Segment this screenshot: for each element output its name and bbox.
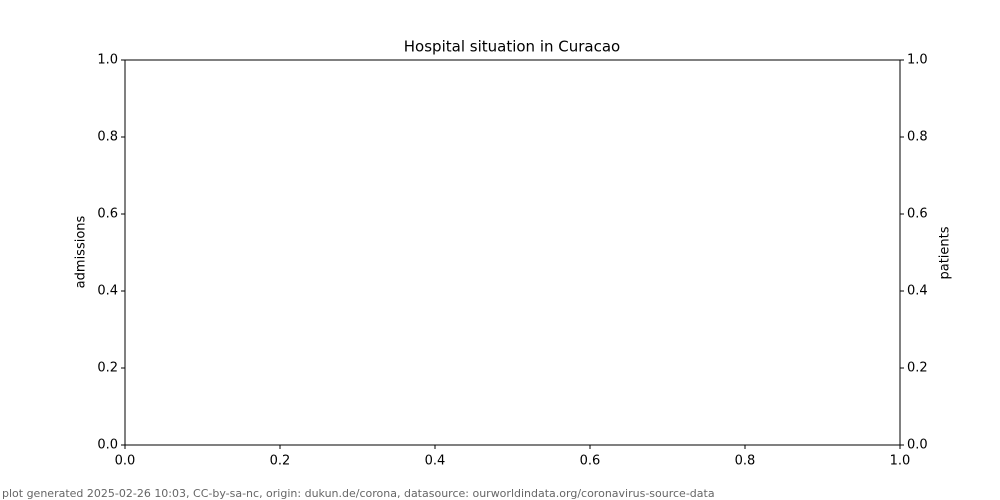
x-tick-label: 0.4 (425, 454, 446, 469)
y-tick-label: 0.8 (97, 130, 118, 145)
y2-tick-label: 0.6 (907, 207, 928, 222)
y-tick-label: 0.2 (97, 361, 118, 376)
y2-tick-label: 1.0 (907, 53, 928, 68)
y2-tick-label: 0.2 (907, 361, 928, 376)
y2-axis-label: patients (938, 226, 953, 279)
y-axis-label: admissions (74, 215, 89, 288)
x-tick-label: 1.0 (890, 454, 911, 469)
chart-title: Hospital situation in Curacao (404, 38, 620, 56)
y2-tick-label: 0.4 (907, 284, 928, 299)
x-tick-label: 0.8 (735, 454, 756, 469)
x-tick-label: 0.0 (115, 454, 136, 469)
x-tick-label: 0.2 (270, 454, 291, 469)
y-tick-label: 1.0 (97, 53, 118, 68)
y2-tick-label: 0.0 (907, 438, 928, 453)
y-tick-label: 0.4 (97, 284, 118, 299)
y-tick-label: 0.0 (97, 438, 118, 453)
x-tick-label: 0.6 (580, 454, 601, 469)
footer-note: plot generated 2025-02-26 10:03, CC-by-s… (2, 487, 715, 500)
plot-frame (124, 59, 901, 446)
y-tick-label: 0.6 (97, 207, 118, 222)
y2-tick-label: 0.8 (907, 130, 928, 145)
